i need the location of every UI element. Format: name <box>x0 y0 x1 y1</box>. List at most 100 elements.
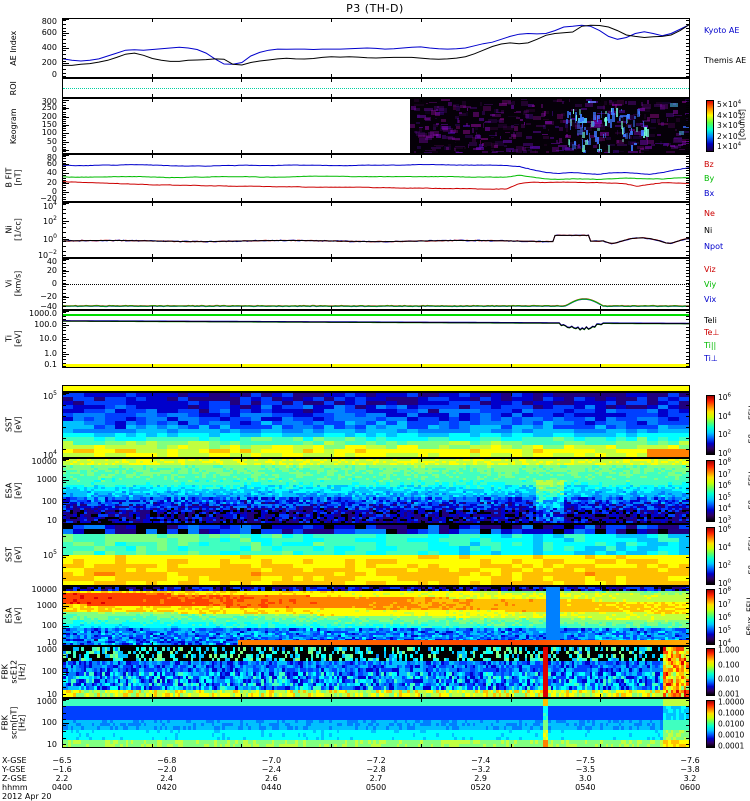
y-axis-minor-tick <box>686 142 690 143</box>
x-axis-tick-value: 0520 <box>470 783 490 792</box>
y-axis-minor-tick <box>686 668 690 669</box>
y-axis-minor-tick <box>62 227 66 228</box>
x-axis-tick <box>600 310 601 314</box>
x-axis-tick <box>421 586 422 590</box>
y-axis-minor-tick <box>686 638 690 639</box>
y-axis-minor-tick <box>686 209 690 210</box>
y-axis-minor-tick <box>686 163 690 164</box>
y-axis-minor-tick <box>62 394 66 395</box>
y-axis-minor-tick <box>686 578 690 579</box>
y-axis-minor-tick <box>686 126 690 127</box>
x-axis-tick <box>421 698 422 702</box>
x-axis-tick-value: −2.8 <box>366 765 385 774</box>
colorbar-label: 0.0001 <box>718 742 744 751</box>
plot-area-esa_i <box>63 587 689 645</box>
x-axis-tick <box>421 458 422 462</box>
y-axis-minor-tick <box>62 603 66 604</box>
y-axis-minor-tick <box>62 267 66 268</box>
y-axis-minor-tick <box>62 510 66 511</box>
y-axis-minor-tick <box>686 366 690 367</box>
y-axis-minor-tick <box>686 603 690 604</box>
x-axis-tick <box>152 78 153 82</box>
y-axis-minor-tick <box>686 283 690 284</box>
x-axis-tick <box>511 646 512 650</box>
y-tick-label: 200 <box>42 59 57 67</box>
series-bx <box>63 165 689 175</box>
y-axis-minor-tick <box>62 102 66 103</box>
y-axis-minor-tick <box>686 20 690 21</box>
y-tick-label: 10000 <box>32 458 57 466</box>
y-axis-minor-tick <box>686 178 690 179</box>
y-tick-label: 105 <box>43 550 57 560</box>
y-axis-minor-tick <box>62 251 66 252</box>
y-axis-minor-tick <box>686 130 690 131</box>
y-axis-minor-tick <box>686 488 690 489</box>
y-axis-minor-tick <box>62 130 66 131</box>
y-tick-label: 0.1 <box>44 361 57 369</box>
colorbar-label: 108 <box>718 586 731 596</box>
y-axis-minor-tick <box>62 356 66 357</box>
panel-fbk_e <box>62 646 690 698</box>
y-axis-minor-tick <box>62 232 66 233</box>
colorbar-label: 105 <box>718 625 731 635</box>
y-axis-minor-tick <box>62 190 66 191</box>
x-axis-tick-value: −2.0 <box>157 765 176 774</box>
x-axis-tick <box>241 646 242 650</box>
y-axis-minor-tick <box>686 725 690 726</box>
y-axis-minor-tick <box>686 738 690 739</box>
legend-label: Viy <box>704 280 716 289</box>
y-axis-minor-tick <box>62 46 66 47</box>
y-axis-minor-tick <box>62 107 66 108</box>
colorbar-label: 106 <box>718 480 731 490</box>
y-axis-minor-tick <box>686 471 690 472</box>
colorbar-label: 102 <box>718 430 731 440</box>
y-axis-minor-tick <box>62 283 66 284</box>
x-axis-tick <box>152 698 153 702</box>
y-axis-minor-tick <box>62 557 66 558</box>
y-axis-minor-tick <box>686 655 690 656</box>
y-axis-minor-tick <box>62 359 66 360</box>
y-axis-tick <box>62 48 69 49</box>
y-axis-minor-tick <box>62 363 66 364</box>
y-tick-label: 100 <box>42 498 57 506</box>
x-axis-tick <box>511 78 512 82</box>
y-axis-minor-tick <box>686 460 690 461</box>
x-axis-row-label: Z-GSE <box>2 774 27 783</box>
colorbar-label: 0.010 <box>718 675 739 684</box>
x-axis-tick <box>511 524 512 528</box>
y-axis-minor-tick <box>62 280 66 281</box>
y-axis-minor-tick <box>686 345 690 346</box>
y-axis-minor-tick <box>686 204 690 205</box>
y-axis-minor-tick <box>62 182 66 183</box>
y-axis-minor-tick <box>62 166 66 167</box>
colorbar-label: 105 <box>718 492 731 502</box>
y-axis-minor-tick <box>686 213 690 214</box>
x-axis-tick <box>511 744 512 748</box>
y-tick-label: 1000 <box>37 698 57 706</box>
legend-label: Vix <box>704 295 716 304</box>
colorbar-esa-i <box>706 589 715 645</box>
y-tick-label: 1.0 <box>44 350 57 358</box>
plot-area-ni <box>63 203 689 257</box>
y-axis-minor-tick <box>62 613 66 614</box>
y-axis-minor-tick <box>62 61 66 62</box>
y-axis-minor-tick <box>62 241 66 242</box>
x-axis-tick <box>241 18 242 22</box>
y-axis-minor-tick <box>62 334 66 335</box>
y-tick-label: 1000 <box>37 646 57 654</box>
y-axis-tick <box>62 354 69 355</box>
plot-area-ae <box>63 19 689 77</box>
colorbar-title: [counts] <box>738 95 747 155</box>
y-axis-minor-tick <box>62 460 66 461</box>
y-axis-minor-tick <box>686 352 690 353</box>
y-axis-minor-tick <box>62 109 66 110</box>
y-axis-minor-tick <box>62 263 66 264</box>
x-axis-tick <box>421 524 422 528</box>
x-axis-tick <box>152 524 153 528</box>
y-axis-minor-tick <box>62 31 66 32</box>
x-axis-tick <box>331 458 332 462</box>
y-axis-minor-tick <box>686 65 690 66</box>
y-axis-tick <box>62 325 69 326</box>
y-axis-minor-tick <box>686 674 690 675</box>
